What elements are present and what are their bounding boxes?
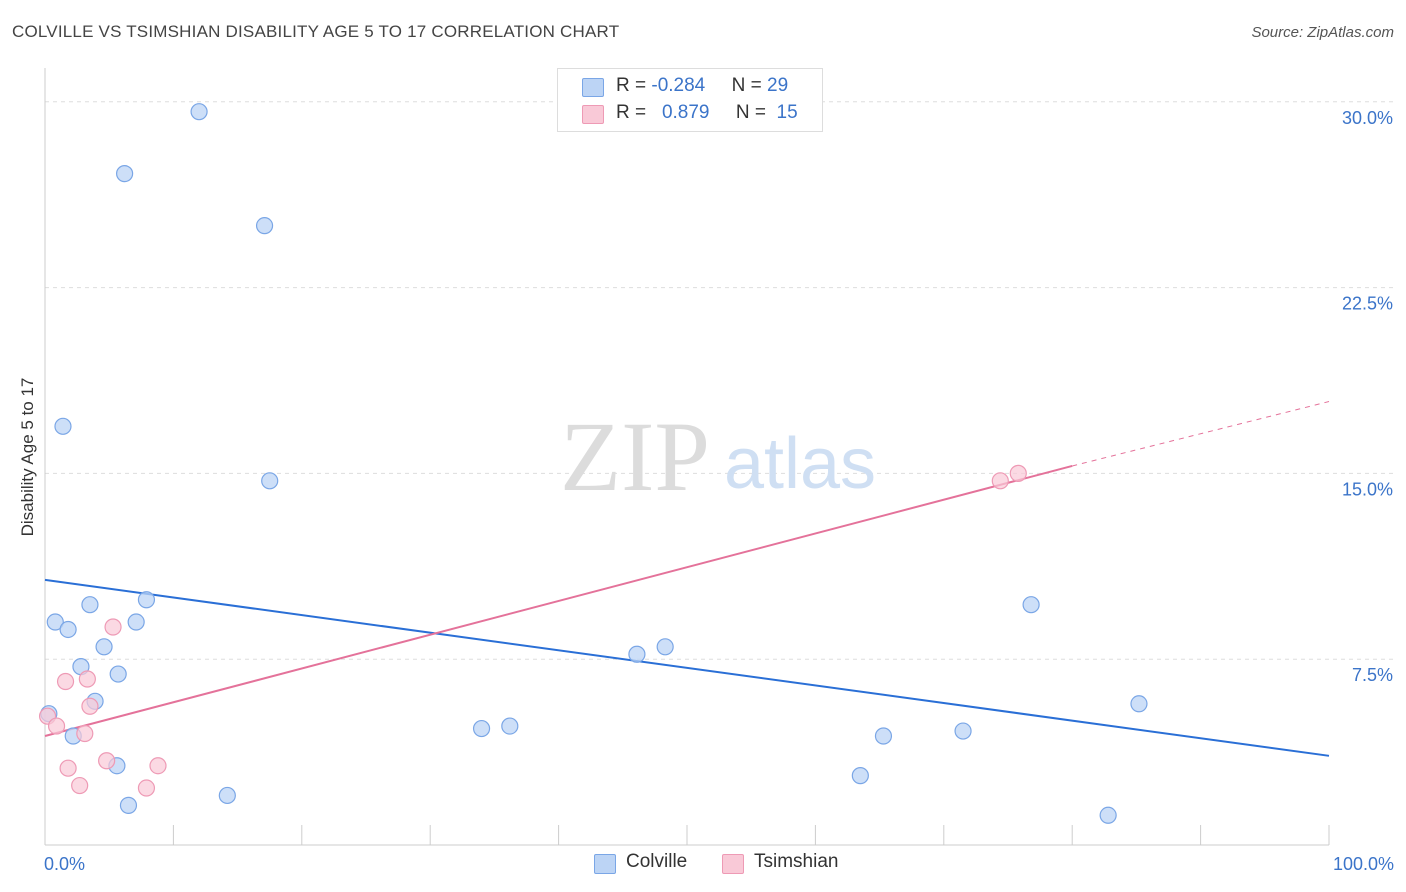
colville-point xyxy=(218,786,236,805)
y-tick-label: 15.0% xyxy=(1342,479,1393,499)
colville-n-value: 29 xyxy=(767,75,789,96)
colville-point xyxy=(1130,695,1148,713)
tsimshian-point xyxy=(78,670,96,688)
colville-point xyxy=(874,727,893,745)
colville-point xyxy=(95,638,113,656)
tsimshian-swatch xyxy=(582,105,604,124)
colville-point xyxy=(501,717,519,735)
x-tick-label-max: 100.0% xyxy=(1333,854,1394,874)
tsimshian-point xyxy=(149,757,167,775)
colville-r-label: R = xyxy=(616,75,652,96)
colville-point xyxy=(59,620,77,639)
y-tick-label: 30.0% xyxy=(1342,108,1393,128)
colville-legend-label: Colville xyxy=(626,851,688,872)
colville-point xyxy=(127,613,145,631)
colville-n-label: N = xyxy=(731,75,768,96)
colville-point xyxy=(109,665,127,683)
tsimshian-point xyxy=(98,752,116,770)
colville-point xyxy=(656,638,674,656)
watermark-zip: ZIP xyxy=(560,401,710,512)
tsimshian-trend-line xyxy=(44,464,1073,737)
colville-point xyxy=(190,103,208,121)
y-tick-label: 7.5% xyxy=(1352,665,1393,685)
tsimshian-legend-label: Tsimshian xyxy=(754,851,839,872)
tsimshian-n-label: N = xyxy=(735,102,772,123)
colville-point xyxy=(1022,596,1040,614)
watermark-atlas: atlas xyxy=(724,424,876,504)
tsimshian-point xyxy=(1009,464,1027,482)
tsimshian-point xyxy=(81,697,99,715)
y-tick-labels: 7.5% 15.0% 22.5% 30.0% xyxy=(1342,108,1393,685)
colville-point xyxy=(628,645,646,663)
colville-swatch xyxy=(582,78,604,97)
data-points xyxy=(38,103,1148,824)
colville-point xyxy=(81,596,99,614)
correlation-legend: R = -0.284 N = 29 R = 0.879 N = 15 xyxy=(557,68,823,132)
colville-point xyxy=(1099,806,1117,824)
tsimshian-n-value: 15 xyxy=(776,102,798,123)
tsimshian-trend-extension xyxy=(1072,401,1330,467)
source-label: Source: ZipAtlas.com xyxy=(1251,24,1394,41)
colville-point xyxy=(46,613,64,631)
tsimshian-legend-swatch xyxy=(722,854,744,874)
tsimshian-r-label: R = xyxy=(616,102,652,123)
colville-point xyxy=(472,719,491,738)
colville-point xyxy=(54,417,72,435)
colville-legend-swatch xyxy=(594,854,616,874)
trend-lines xyxy=(44,401,1330,757)
grid-lines xyxy=(45,101,1394,660)
colville-point xyxy=(137,591,156,609)
x-tick-label-min: 0.0% xyxy=(44,854,85,874)
colville-trend-line xyxy=(44,578,1330,757)
tsimshian-point xyxy=(991,472,1009,490)
colville-point xyxy=(261,472,279,490)
tsimshian-point xyxy=(104,618,122,636)
colville-point xyxy=(255,217,274,235)
tsimshian-point xyxy=(56,672,75,691)
tsimshian-point xyxy=(59,759,77,777)
tsimshian-point xyxy=(47,717,66,735)
y-tick-label: 22.5% xyxy=(1342,294,1393,314)
y-axis-label: Disability Age 5 to 17 xyxy=(18,377,37,537)
tsimshian-point xyxy=(71,776,89,795)
tsimshian-r-value: 0.879 xyxy=(661,102,710,123)
colville-r-value: -0.284 xyxy=(651,75,706,96)
colville-point xyxy=(119,796,138,814)
colville-point xyxy=(954,722,972,740)
tsimshian-point xyxy=(137,779,156,797)
tsimshian-point xyxy=(76,724,94,743)
colville-point xyxy=(116,165,134,183)
chart-title: COLVILLE VS TSIMSHIAN DISABILITY AGE 5 T… xyxy=(12,22,620,41)
colville-point xyxy=(851,767,869,785)
